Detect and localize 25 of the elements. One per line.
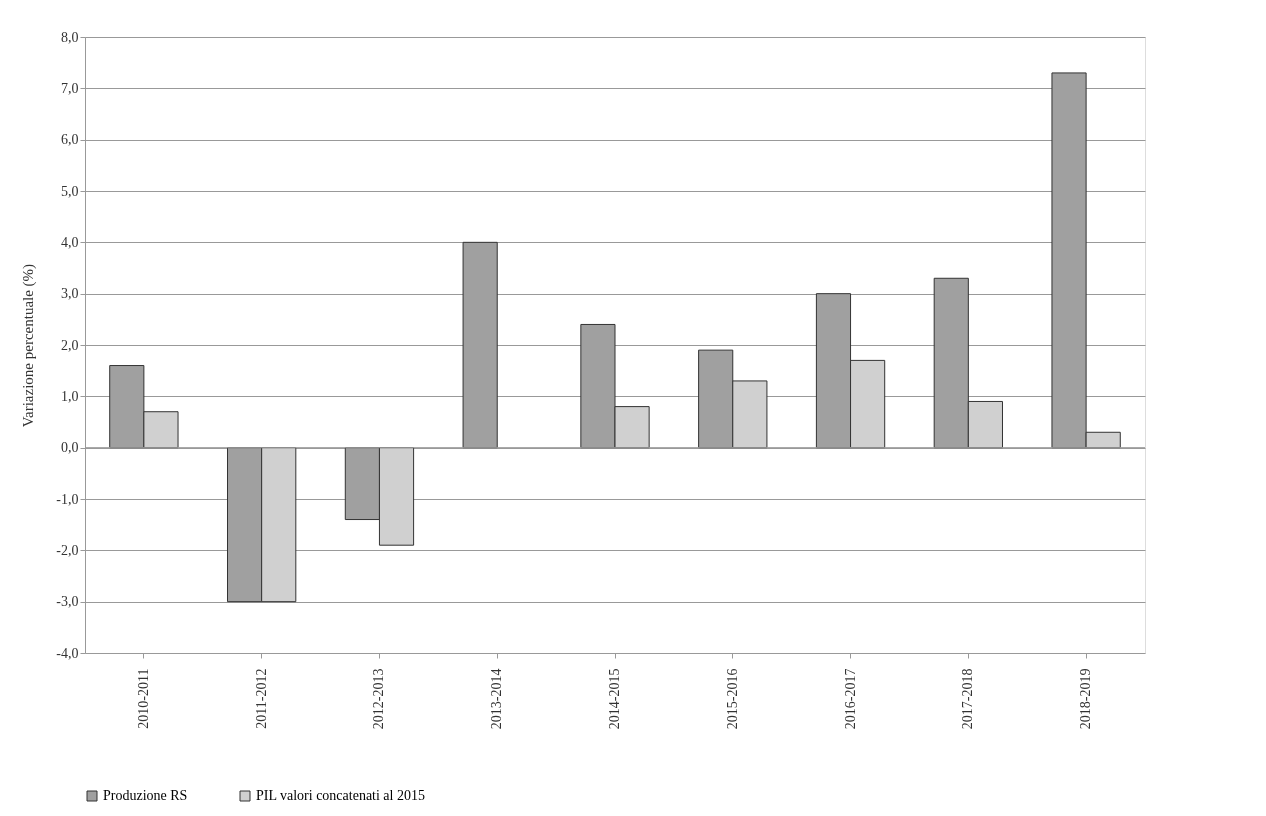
y-tick-label: 5,0 <box>61 183 79 199</box>
legend-label: PIL valori concatenati al 2015 <box>256 788 425 803</box>
legend-label: Produzione RS <box>103 788 188 803</box>
x-tick-label: 2016-2017 <box>842 668 858 730</box>
y-tick-label: -1,0 <box>56 491 79 507</box>
y-tick-label: 0,0 <box>61 440 79 456</box>
x-tick-label: 2017-2018 <box>960 668 976 730</box>
y-tick-label: -2,0 <box>56 542 79 558</box>
x-tick-label: 2013-2014 <box>489 668 505 730</box>
x-tick-label: 2015-2016 <box>724 668 740 730</box>
y-tick-label: 1,0 <box>61 388 79 404</box>
y-tick-label: 6,0 <box>61 132 79 148</box>
y-tick-label: 3,0 <box>61 286 79 302</box>
y-tick-label: -3,0 <box>56 594 79 610</box>
y-axis-title: Variazione percentuale (%) <box>20 263 38 428</box>
y-tick-label: 2,0 <box>61 337 79 353</box>
x-tick-label: 2018-2019 <box>1078 668 1094 730</box>
x-tick-label: 2014-2015 <box>607 668 622 730</box>
y-tick-label: 8,0 <box>61 29 79 45</box>
y-tick-label: 7,0 <box>61 80 79 96</box>
x-tick-label: 2011-2012 <box>253 668 269 729</box>
x-tick-label: 2012-2013 <box>371 668 387 730</box>
y-tick-label: -4,0 <box>56 645 79 661</box>
y-tick-label: 4,0 <box>61 234 79 250</box>
x-tick-label: 2010-2011 <box>135 668 151 729</box>
